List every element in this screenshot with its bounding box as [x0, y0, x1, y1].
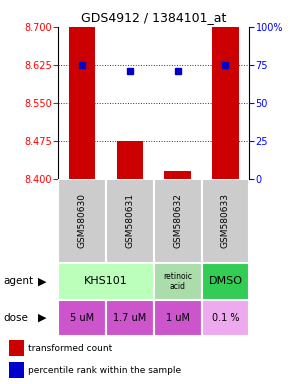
Bar: [202, 179, 249, 263]
Text: GSM580631: GSM580631: [125, 193, 134, 248]
Bar: [58, 263, 154, 300]
Bar: [202, 300, 249, 336]
Bar: [154, 300, 202, 336]
Text: GSM580632: GSM580632: [173, 194, 182, 248]
Bar: [154, 179, 202, 263]
Text: retinoic
acid: retinoic acid: [163, 271, 192, 291]
Bar: [106, 179, 154, 263]
Bar: [58, 179, 106, 263]
Text: transformed count: transformed count: [28, 344, 113, 353]
Bar: [9, 341, 24, 356]
Text: agent: agent: [3, 276, 33, 286]
Bar: [212, 27, 239, 179]
Bar: [117, 141, 143, 179]
Text: 5 uM: 5 uM: [70, 313, 94, 323]
Text: 0.1 %: 0.1 %: [212, 313, 239, 323]
Text: DMSO: DMSO: [209, 276, 242, 286]
Text: GSM580633: GSM580633: [221, 193, 230, 248]
Bar: [69, 27, 95, 179]
Bar: [58, 300, 106, 336]
Bar: [164, 171, 191, 179]
Text: 1.7 uM: 1.7 uM: [113, 313, 146, 323]
Text: GSM580630: GSM580630: [77, 193, 86, 248]
Bar: [202, 263, 249, 300]
Text: ▶: ▶: [38, 313, 46, 323]
Text: percentile rank within the sample: percentile rank within the sample: [28, 366, 182, 375]
Text: dose: dose: [3, 313, 28, 323]
Text: 1 uM: 1 uM: [166, 313, 190, 323]
Bar: [9, 362, 24, 378]
Bar: [154, 263, 202, 300]
Text: KHS101: KHS101: [84, 276, 128, 286]
Title: GDS4912 / 1384101_at: GDS4912 / 1384101_at: [81, 11, 226, 24]
Text: ▶: ▶: [38, 276, 46, 286]
Bar: [106, 300, 154, 336]
